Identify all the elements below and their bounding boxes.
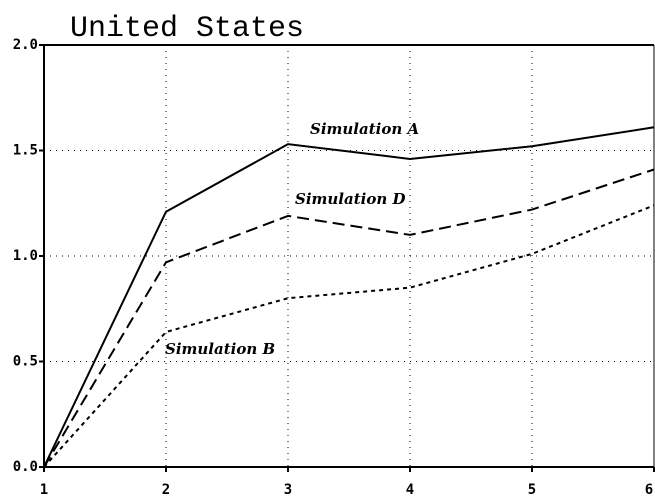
series-label: Simulation B (165, 340, 275, 358)
series-label: Simulation D (295, 190, 406, 208)
x-tick-label: 1 (40, 482, 48, 498)
y-tick-label: 0.0 (13, 459, 38, 475)
line-series (43, 168, 655, 468)
line-series (43, 204, 655, 468)
y-tick-label: 1.0 (13, 248, 38, 264)
series-label: Simulation A (310, 120, 419, 138)
y-tick-label: 2.0 (13, 37, 38, 53)
x-tick-label: 5 (528, 482, 536, 498)
y-tick-label: 1.5 (13, 143, 38, 159)
x-tick-label: 6 (645, 482, 653, 498)
x-tick-label: 2 (162, 482, 170, 498)
x-tick-label: 4 (406, 482, 414, 498)
line-series (43, 126, 655, 468)
x-tick-label: 3 (284, 482, 292, 498)
y-tick-label: 0.5 (13, 354, 38, 370)
chart-title: United States (70, 12, 304, 46)
